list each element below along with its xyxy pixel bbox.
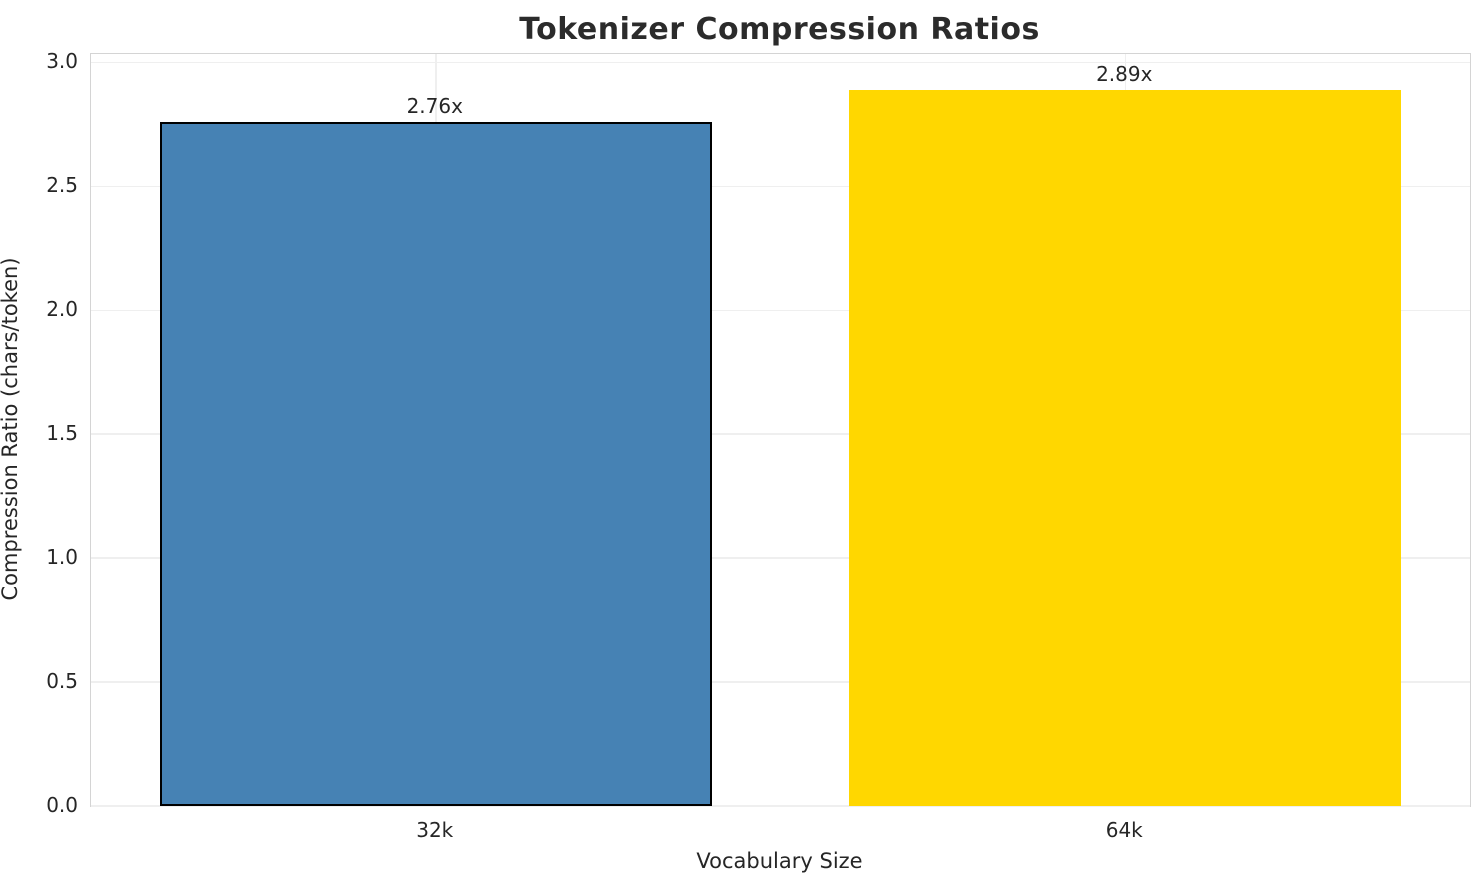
gridline-horizontal — [91, 185, 1470, 188]
bar-32k — [159, 121, 712, 806]
x-tick-label: 64k — [1105, 818, 1143, 842]
gridline-horizontal — [91, 61, 1470, 64]
y-tick-label: 3.0 — [46, 49, 78, 74]
x-axis-label: Vocabulary Size — [696, 849, 863, 873]
gridline-horizontal — [91, 309, 1470, 312]
bar-64k — [849, 89, 1402, 806]
gridline-horizontal — [91, 557, 1470, 559]
y-axis-label: Compression Ratio (chars/token) — [0, 257, 22, 601]
y-tick-label: 2.5 — [46, 173, 78, 198]
y-tick-label: 0.5 — [46, 669, 78, 694]
y-tick-label: 1.5 — [46, 421, 78, 446]
plot-area — [90, 53, 1471, 807]
x-tick-label: 32k — [416, 818, 454, 842]
y-tick-label: 0.0 — [46, 793, 78, 817]
chart-title: Tokenizer Compression Ratios — [519, 12, 1040, 47]
bar-value-label: 2.76x — [406, 93, 463, 118]
y-tick-label: 1.0 — [46, 545, 78, 570]
y-tick-label: 2.0 — [46, 297, 78, 322]
gridline-horizontal — [91, 433, 1470, 435]
gridline-horizontal — [91, 805, 1470, 807]
gridline-horizontal — [91, 681, 1470, 683]
bar-value-label: 2.89x — [1096, 61, 1153, 86]
